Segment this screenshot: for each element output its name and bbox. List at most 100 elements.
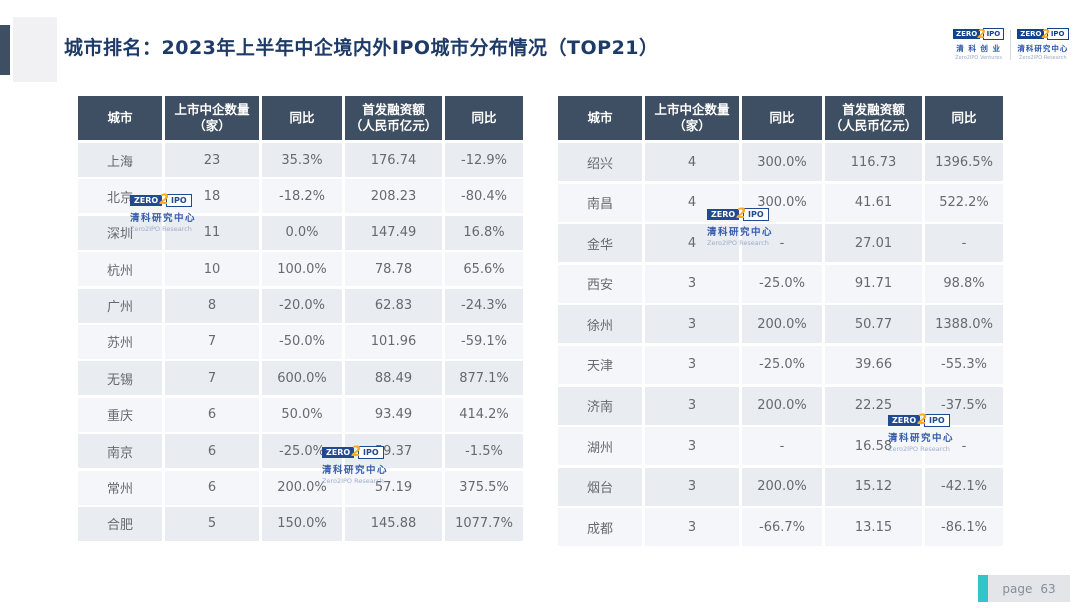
research-chinese-label: 清科研究中心: [130, 213, 197, 224]
table-cell: 50.0%: [262, 397, 345, 432]
table-cell: 414.2%: [445, 397, 523, 432]
table-cell: 176.74: [345, 143, 445, 177]
right-table: 城市 上市中企数量 （家） 同比 首发融资额 （人民币亿元） 同比 绍兴 4 300.0% 1…: [558, 96, 1003, 549]
table-cell: 35.3%: [262, 143, 345, 177]
research-english-label: Zero2IPO Research: [130, 225, 192, 233]
table-cell: 11: [165, 215, 262, 250]
table-cell: -20.0%: [262, 288, 345, 323]
badge-ipo-text: IPO: [982, 28, 1005, 40]
table-cell: 41.61: [825, 183, 925, 222]
table-cell: -66.7%: [742, 508, 825, 547]
table-cell: -18.2%: [262, 179, 345, 214]
table-cell: 重庆: [78, 397, 165, 432]
brand-logos: ZERO 2 IPO 清 科 创 业 Zero2IPO Ventures ZER…: [953, 27, 1069, 61]
column-header: 同比: [742, 96, 825, 140]
research-chinese-label: 清科研究中心: [322, 465, 389, 476]
table-cell: 16.58: [825, 427, 925, 466]
table-cell: 8: [165, 288, 262, 323]
table-cell: 200.0%: [742, 305, 825, 344]
title-accent-square: [13, 17, 57, 82]
table-row: 重庆 6 50.0% 93.49 414.2%: [78, 397, 523, 432]
table-row: 杭州 10 100.0% 78.78 65.6%: [78, 252, 523, 287]
table-row: 天津 3 -25.0% 39.66 -55.3%: [558, 345, 1003, 384]
zero2ipo-ventures-logo: ZERO 2 IPO 清 科 创 业 Zero2IPO Ventures: [953, 27, 1005, 61]
badge-two-text: 2: [351, 444, 361, 460]
table-cell: 62.83: [345, 288, 445, 323]
table-cell: 3: [645, 467, 742, 506]
table-cell: 208.23: [345, 179, 445, 214]
table-body: 上海 23 35.3% 176.74 -12.9% 北京 18 -18.2% 208.23 -80…: [78, 143, 523, 541]
table-row: 湖州 3-16.58-: [558, 427, 1003, 466]
badge-zero-text: ZERO: [953, 29, 981, 39]
table-cell: 深圳: [78, 215, 165, 250]
zero2ipo-badge-icon: ZERO 2 IPO: [1017, 27, 1069, 41]
ventures-chinese-label: 清 科 创 业: [956, 44, 1002, 53]
table-cell: 烟台: [558, 467, 645, 506]
table-header-row: 城市 上市中企数量 （家） 同比 首发融资额 （人民币亿元） 同比: [558, 96, 1003, 140]
column-header: 城市: [78, 96, 165, 140]
table-cell: 39.66: [825, 345, 925, 384]
table-cell: 南昌: [558, 183, 645, 222]
table-row: 无锡 7 600.0% 88.49 877.1%: [78, 361, 523, 396]
table-header-row: 城市 上市中企数量 （家） 同比 首发融资额 （人民币亿元） 同比: [78, 96, 523, 140]
table-cell: 6: [165, 434, 262, 469]
table-cell: 27.01: [825, 224, 925, 263]
watermark-research-logo: ZERO 2 IPO 清科研究中心 Zero2IPO Research: [130, 192, 196, 233]
table-cell: 成都: [558, 508, 645, 547]
table-cell: 3: [645, 427, 742, 466]
table-cell: 78.78: [345, 252, 445, 287]
table-cell: 91.71: [825, 264, 925, 303]
table-cell: -59.1%: [445, 324, 523, 359]
table-cell: 23: [165, 143, 262, 177]
zero2ipo-badge-icon: ZERO 2 IPO: [707, 206, 769, 222]
table-cell: 16.8%: [445, 215, 523, 250]
table-cell: 116.73: [825, 143, 925, 181]
table-row: 广州 8 -20.0% 62.83 -24.3%: [78, 288, 523, 323]
table-row: 南昌 4 300.0% 41.61 522.2%: [558, 183, 1003, 222]
page-number-box: page 63: [988, 575, 1070, 602]
table-cell: 600.0%: [262, 361, 345, 396]
badge-two-text: 2: [736, 206, 746, 222]
table-cell: 10: [165, 252, 262, 287]
table-cell: 4: [645, 224, 742, 263]
table-cell: 877.1%: [445, 361, 523, 396]
title-accent-bar: [0, 25, 10, 75]
table-cell: 3: [645, 508, 742, 547]
column-header: 上市中企数量 （家）: [645, 96, 742, 140]
table-cell: -: [742, 224, 825, 263]
research-english-label: Zero2IPO Research: [1019, 55, 1067, 61]
column-header: 首发融资额 （人民币亿元）: [825, 96, 925, 140]
table-cell: 1077.7%: [445, 506, 523, 541]
badge-zero-text: ZERO: [130, 194, 163, 206]
table-cell: 1396.5%: [925, 143, 1003, 181]
table-cell: 200.0%: [742, 467, 825, 506]
watermark-research-logo: ZERO 2 IPO 清科研究中心 Zero2IPO Research: [888, 412, 954, 453]
table-cell: 145.88: [345, 506, 445, 541]
table-cell: 150.0%: [262, 506, 345, 541]
table-cell: 3: [645, 305, 742, 344]
table-cell: 522.2%: [925, 183, 1003, 222]
logo-divider: [1010, 30, 1012, 60]
table-cell: 98.8%: [925, 264, 1003, 303]
page-title: 城市排名：2023年上半年中企境内外IPO城市分布情况（TOP21）: [64, 37, 659, 59]
table-cell: 南京: [78, 434, 165, 469]
table-cell: 57.19: [345, 470, 445, 505]
table-cell: 常州: [78, 470, 165, 505]
page-indicator: page 63: [978, 575, 1070, 602]
table-row: 合肥 5 150.0% 145.88 1077.7%: [78, 506, 523, 541]
table-cell: 上海: [78, 143, 165, 177]
table-cell: -25.0%: [742, 345, 825, 384]
research-chinese-label: 清科研究中心: [1017, 44, 1069, 53]
research-english-label: Zero2IPO Research: [322, 477, 384, 485]
table-cell: -24.3%: [445, 288, 523, 323]
table-cell: 济南: [558, 386, 645, 425]
badge-ipo-text: IPO: [923, 413, 950, 427]
table-cell: 147.49: [345, 215, 445, 250]
table-cell: 65.6%: [445, 252, 523, 287]
table-cell: -42.1%: [925, 467, 1003, 506]
column-header: 同比: [445, 96, 523, 140]
table-cell: 88.49: [345, 361, 445, 396]
table-row: 西安 3 -25.0% 91.71 98.8%: [558, 264, 1003, 303]
table-cell: 3: [645, 264, 742, 303]
